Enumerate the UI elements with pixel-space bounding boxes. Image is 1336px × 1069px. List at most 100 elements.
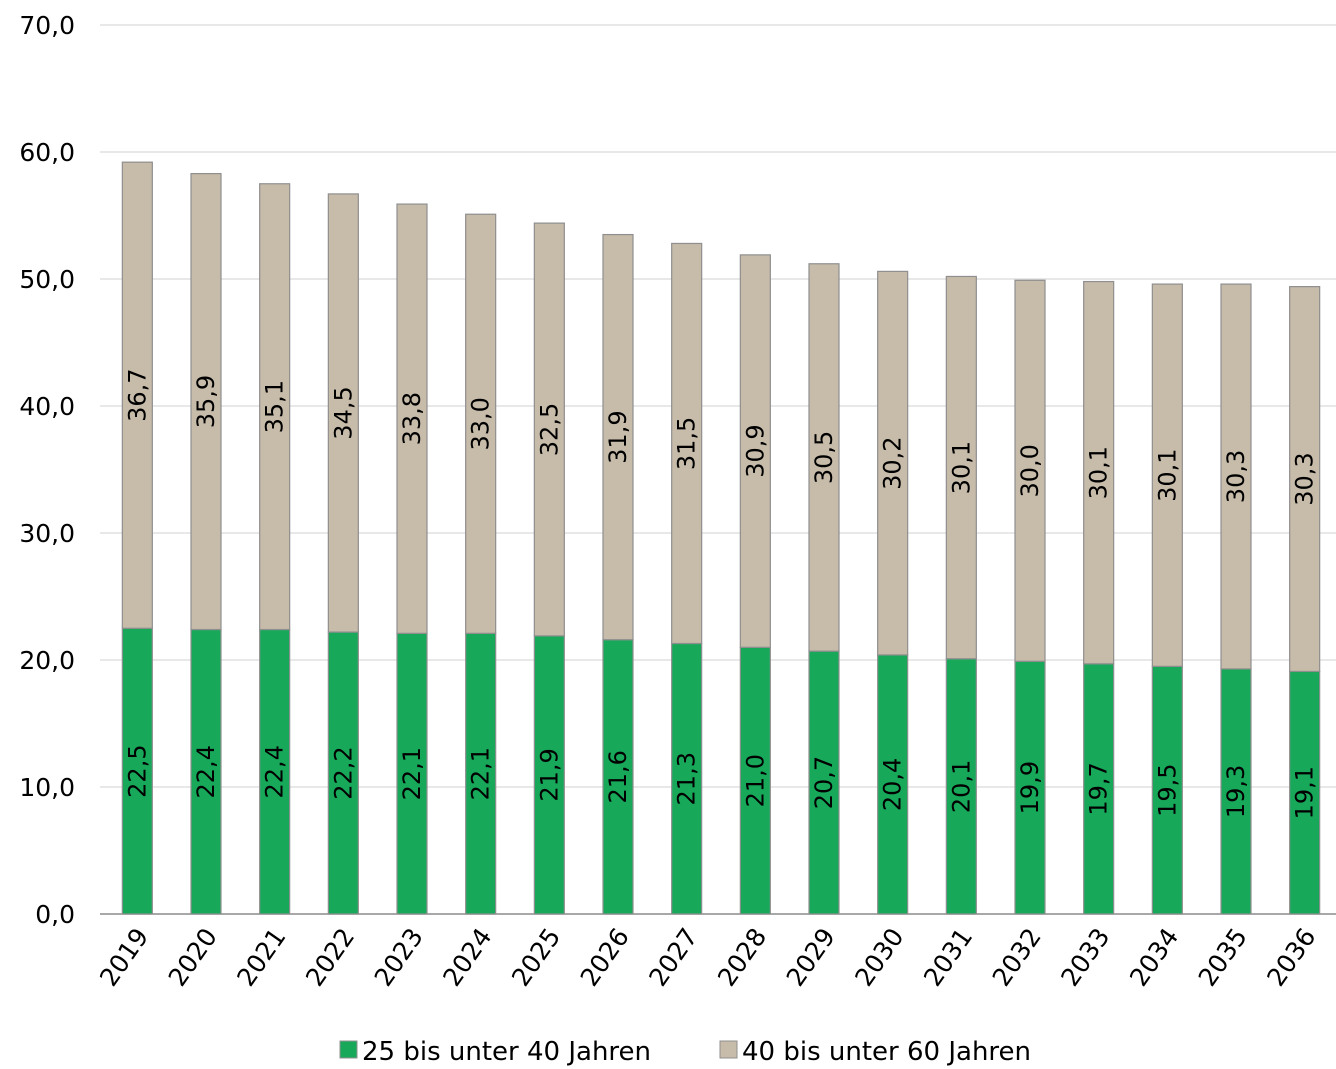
- bar-segment-25-40: [259, 628, 291, 915]
- x-tick-label: 2022: [300, 923, 360, 992]
- bar-segment-40-60: [327, 193, 359, 633]
- x-tick-label: 2025: [506, 923, 566, 992]
- x-tick-label: 2023: [369, 923, 429, 992]
- data-label: 35,1: [261, 380, 289, 433]
- data-label: 31,9: [604, 410, 632, 463]
- data-label: 22,4: [261, 745, 289, 798]
- bar-segment-40-60: [396, 203, 428, 634]
- data-label: 22,1: [398, 747, 426, 800]
- data-label: 34,5: [329, 386, 357, 439]
- y-tick-label: 70,0: [19, 11, 75, 40]
- data-label: 30,2: [879, 436, 907, 489]
- data-label: 30,3: [1222, 450, 1250, 503]
- bar-segment-25-40: [1289, 670, 1321, 915]
- data-label: 20,1: [947, 760, 975, 813]
- x-tick-label: 2031: [918, 923, 978, 992]
- data-label: 35,9: [192, 375, 220, 428]
- x-tick-label: 2030: [849, 923, 909, 992]
- bar-segment-25-40: [1014, 660, 1046, 915]
- data-label: 33,0: [467, 397, 495, 450]
- y-tick-label: 50,0: [19, 265, 75, 294]
- legend-swatch: [339, 1040, 358, 1059]
- bars: [121, 161, 1321, 915]
- y-tick-label: 30,0: [19, 519, 75, 548]
- data-label: 30,1: [947, 441, 975, 494]
- bar-segment-40-60: [190, 172, 222, 631]
- bar-segment-40-60: [671, 242, 703, 645]
- data-label: 19,9: [1016, 761, 1044, 814]
- data-label: 30,3: [1291, 452, 1319, 505]
- x-tick-label: 2035: [1193, 923, 1253, 992]
- data-label: 30,5: [810, 431, 838, 484]
- bar-segment-40-60: [259, 183, 291, 631]
- legend-label: 40 bis unter 60 Jahren: [742, 1037, 1031, 1067]
- y-tick-label: 40,0: [19, 392, 75, 421]
- data-label: 22,2: [329, 746, 357, 799]
- x-tick-label: 2033: [1055, 923, 1115, 992]
- bar-segment-40-60: [1289, 286, 1321, 673]
- data-label: 21,0: [741, 754, 769, 807]
- data-label: 30,1: [1153, 448, 1181, 501]
- bar-segment-40-60: [877, 270, 909, 656]
- y-tick-label: 0,0: [35, 900, 75, 929]
- x-axis-tick-labels: 2019 2020 2021 2022 2023 2024 2025 2026 2027 2028…: [94, 923, 1322, 992]
- x-tick-label: 2021: [231, 923, 291, 992]
- bar-segment-25-40: [945, 658, 977, 915]
- x-tick-label: 2036: [1261, 923, 1321, 992]
- data-label: 33,8: [398, 392, 426, 445]
- data-label: 19,3: [1222, 765, 1250, 818]
- data-label: 30,0: [1016, 444, 1044, 497]
- data-label: 36,7: [123, 368, 151, 421]
- bar-segment-40-60: [1014, 279, 1046, 662]
- data-label: 21,6: [604, 750, 632, 803]
- data-label: 30,1: [1085, 446, 1113, 499]
- bar-segment-25-40: [739, 646, 771, 915]
- bar-segment-40-60: [808, 263, 840, 652]
- bar-segment-40-60: [1151, 283, 1183, 667]
- bar-segment-25-40: [533, 635, 565, 915]
- bar-segment-40-60: [739, 254, 771, 648]
- bar-segment-40-60: [121, 161, 153, 629]
- data-label: 19,7: [1085, 762, 1113, 815]
- legend-swatch: [719, 1040, 738, 1059]
- bar-segment-25-40: [465, 632, 497, 915]
- data-labels: 22,5 36,7 22,4 35,9 22,4 35,1 22,2 34,5 22,1 33,8…: [123, 368, 1318, 819]
- bar-segment-25-40: [808, 650, 840, 915]
- data-label: 22,1: [467, 747, 495, 800]
- bar-segment-25-40: [190, 628, 222, 915]
- data-label: 22,4: [192, 745, 220, 798]
- data-label: 21,3: [673, 752, 701, 805]
- bar-segment-25-40: [121, 627, 153, 915]
- y-axis-tick-labels: 0,0 10,0 20,0 30,0 40,0 50,0 60,0 70,0: [19, 11, 75, 929]
- data-label: 22,5: [123, 744, 151, 797]
- legend: 25 bis unter 40 Jahren 40 bis unter 60 Ja…: [339, 1037, 1031, 1067]
- x-tick-label: 2028: [712, 923, 772, 992]
- data-label: 32,5: [535, 403, 563, 456]
- data-label: 20,4: [879, 758, 907, 811]
- data-label: 19,1: [1291, 766, 1319, 819]
- bar-segment-25-40: [671, 642, 703, 915]
- x-tick-label: 2024: [437, 923, 497, 992]
- y-tick-label: 10,0: [19, 773, 75, 802]
- x-tick-label: 2032: [987, 923, 1047, 992]
- bar-segment-40-60: [1083, 280, 1115, 665]
- x-tick-label: 2026: [575, 923, 635, 992]
- bar-segment-40-60: [602, 233, 634, 641]
- gridlines: [100, 24, 1336, 915]
- x-tick-label: 2029: [781, 923, 841, 992]
- bar-segment-25-40: [396, 632, 428, 915]
- y-tick-label: 20,0: [19, 646, 75, 675]
- y-tick-label: 60,0: [19, 138, 75, 167]
- data-label: 31,5: [673, 417, 701, 470]
- data-label: 20,7: [810, 756, 838, 809]
- bar-segment-40-60: [465, 213, 497, 634]
- bar-segment-40-60: [533, 222, 565, 637]
- bar-segment-25-40: [1220, 668, 1252, 915]
- bar-segment-25-40: [1083, 663, 1115, 915]
- bar-segment-25-40: [877, 654, 909, 915]
- x-tick-label: 2027: [643, 923, 703, 992]
- bar-segment-40-60: [1220, 283, 1252, 670]
- data-label: 21,9: [535, 748, 563, 801]
- x-tick-label: 2020: [163, 923, 223, 992]
- legend-label: 25 bis unter 40 Jahren: [362, 1037, 651, 1067]
